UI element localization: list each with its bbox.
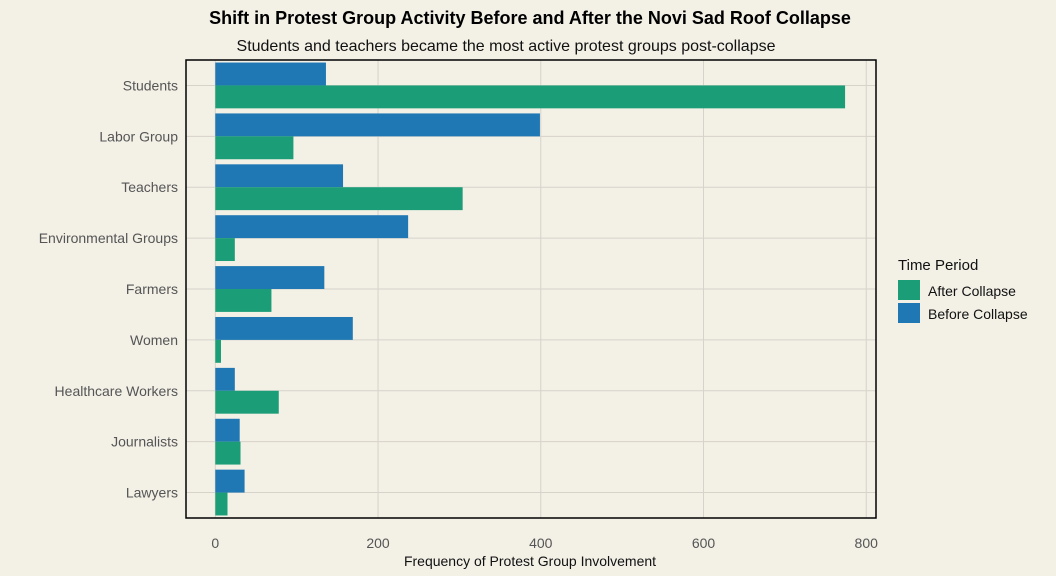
- bar-before-collapse: [215, 469, 245, 493]
- x-tick-label: 600: [692, 535, 716, 551]
- category-label: Healthcare Workers: [55, 383, 178, 399]
- category-label: Students: [123, 77, 178, 93]
- category-label: Environmental Groups: [39, 230, 178, 246]
- bar-before-collapse: [215, 164, 344, 188]
- x-axis-title: Frequency of Protest Group Involvement: [404, 553, 656, 569]
- legend-label: After Collapse: [928, 283, 1016, 299]
- x-tick-label: 800: [855, 535, 879, 551]
- legend-swatch: [898, 280, 920, 300]
- category-label: Teachers: [121, 179, 178, 195]
- bar-before-collapse: [215, 62, 326, 86]
- category-label: Labor Group: [99, 128, 178, 144]
- bar-after-collapse: [215, 238, 235, 262]
- bar-after-collapse: [215, 339, 221, 363]
- plot-border: [185, 59, 877, 519]
- plot-area: [185, 59, 877, 519]
- bar-after-collapse: [215, 492, 228, 516]
- bar-after-collapse: [215, 85, 846, 109]
- x-tick-label: 200: [366, 535, 390, 551]
- bar-after-collapse: [215, 441, 241, 465]
- legend-title: Time Period: [898, 257, 978, 274]
- x-tick-label: 400: [529, 535, 553, 551]
- bar-before-collapse: [215, 215, 409, 239]
- bar-before-collapse: [215, 266, 325, 289]
- chart-title: Shift in Protest Group Activity Before a…: [209, 8, 851, 28]
- bar-after-collapse: [215, 187, 463, 211]
- x-tick-labels: 0 200 400 600 800: [211, 535, 878, 551]
- legend: Time Period After Collapse Before Collaps…: [898, 257, 1028, 323]
- category-label: Lawyers: [126, 485, 178, 501]
- chart-subtitle: Students and teachers became the most ac…: [237, 38, 776, 55]
- bar-after-collapse: [215, 136, 294, 160]
- bar-before-collapse: [215, 418, 240, 442]
- x-tick-label: 0: [211, 535, 219, 551]
- bar-before-collapse: [215, 316, 353, 340]
- legend-swatch: [898, 303, 920, 323]
- category-labels: Students Labor Group Teachers Environmental…: [39, 77, 179, 500]
- bar-before-collapse: [215, 113, 540, 137]
- legend-label: Before Collapse: [928, 306, 1028, 322]
- category-label: Women: [130, 332, 178, 348]
- category-label: Farmers: [126, 281, 178, 297]
- category-label: Journalists: [111, 434, 178, 450]
- bar-after-collapse: [215, 390, 279, 414]
- bar-after-collapse: [215, 289, 272, 312]
- bar-before-collapse: [215, 367, 235, 391]
